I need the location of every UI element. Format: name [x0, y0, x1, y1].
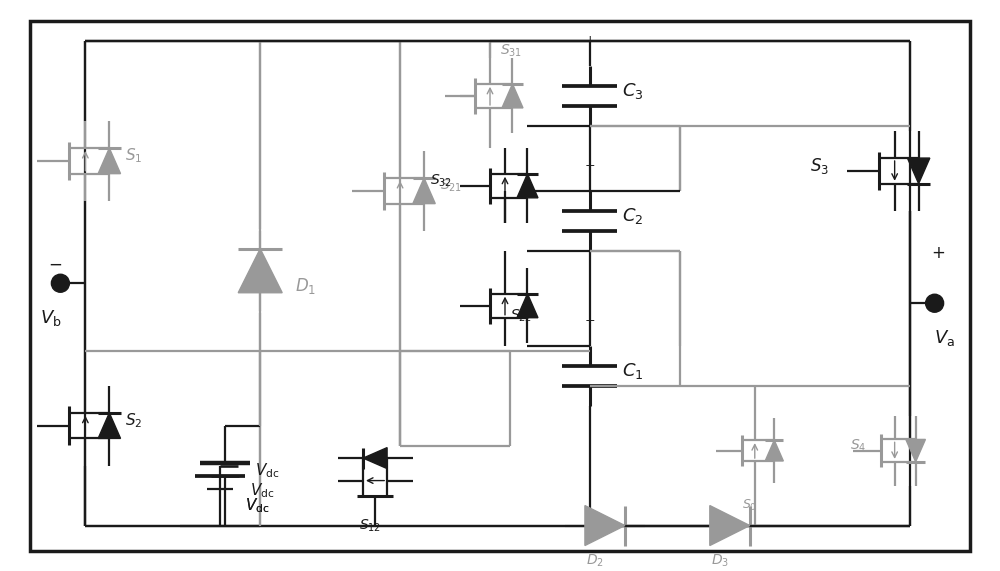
- Text: $S_{32}$: $S_{32}$: [430, 172, 452, 189]
- Polygon shape: [906, 440, 925, 462]
- Text: $S_2$: $S_2$: [125, 411, 143, 430]
- Text: $V_{\rm dc}$: $V_{\rm dc}$: [255, 461, 280, 480]
- Circle shape: [926, 294, 944, 312]
- Text: $S_3$: $S_3$: [810, 156, 829, 176]
- Text: $C_1$: $C_1$: [622, 361, 643, 381]
- Text: $+$: $+$: [584, 159, 596, 172]
- Polygon shape: [710, 505, 750, 545]
- Polygon shape: [517, 293, 538, 317]
- Polygon shape: [517, 174, 538, 198]
- Polygon shape: [765, 440, 783, 461]
- Text: $S_{12}$: $S_{12}$: [359, 517, 381, 534]
- Text: $S_{31}$: $S_{31}$: [500, 43, 522, 59]
- Text: $D_3$: $D_3$: [711, 552, 729, 569]
- Text: $V_{\rm dc}$: $V_{\rm dc}$: [245, 496, 270, 515]
- Text: $S_{21}$: $S_{21}$: [440, 178, 462, 194]
- Text: $S_1$: $S_1$: [125, 147, 143, 165]
- Text: $+$: $+$: [584, 314, 596, 327]
- Text: $C_2$: $C_2$: [622, 206, 643, 226]
- Text: $S_0$: $S_0$: [742, 498, 757, 513]
- Text: $S_{22}$: $S_{22}$: [510, 308, 532, 324]
- Text: $C_3$: $C_3$: [622, 81, 643, 101]
- Polygon shape: [502, 84, 523, 108]
- Polygon shape: [413, 178, 435, 204]
- Text: $D_2$: $D_2$: [586, 552, 604, 569]
- Circle shape: [51, 274, 69, 292]
- Text: $V_{\rm dc}$: $V_{\rm dc}$: [250, 481, 275, 500]
- Text: $V_{\rm dc}$: $V_{\rm dc}$: [245, 496, 270, 515]
- Polygon shape: [907, 158, 930, 184]
- Polygon shape: [98, 413, 121, 439]
- Polygon shape: [98, 148, 121, 174]
- Polygon shape: [238, 249, 282, 293]
- Text: $-$: $-$: [48, 254, 62, 272]
- Text: $S_4$: $S_4$: [850, 437, 866, 454]
- Text: $+$: $+$: [931, 244, 945, 262]
- Text: $V_{\rm a}$: $V_{\rm a}$: [934, 328, 955, 348]
- Text: $V_{\rm b}$: $V_{\rm b}$: [40, 308, 61, 328]
- Polygon shape: [363, 448, 387, 469]
- Text: $+$: $+$: [584, 34, 596, 47]
- Polygon shape: [585, 505, 625, 545]
- Text: $D_1$: $D_1$: [295, 276, 316, 296]
